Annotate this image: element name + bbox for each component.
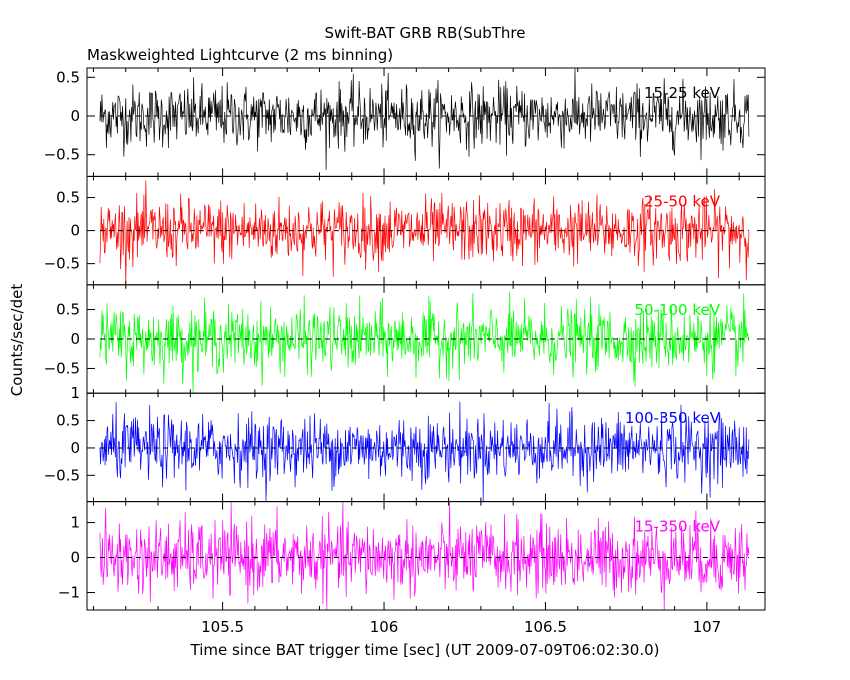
y-axis-label: Counts/sec/det [8, 284, 26, 397]
y-tick-label: 0.5 [56, 68, 80, 86]
y-tick-label: 0 [70, 439, 80, 457]
x-tick-label: 106 [370, 618, 399, 636]
y-tick-label: 0.5 [56, 189, 80, 207]
series-trace-2 [99, 180, 750, 285]
x-tick-label: 105.5 [201, 618, 244, 636]
band-label-4: 100-350 keV [625, 409, 721, 427]
chart-title: Swift-BAT GRB RB(SubThre [324, 24, 525, 42]
panel-frame-5 [86, 501, 766, 611]
y-tick-label: 1 [70, 514, 80, 532]
y-tick-label: −0.5 [44, 359, 80, 377]
y-tick-label: 0 [70, 549, 80, 567]
band-label-3: 50-100 keV [634, 301, 720, 319]
panel-group: 15-25 keV 0.5 0 −0.5 25-50 keV 0.5 0 −0.5 50-100… [44, 67, 766, 636]
x-axis-label: Time since BAT trigger time [sec] (UT 20… [190, 641, 660, 659]
y-tick-label: −0.5 [44, 255, 80, 273]
band-label-1: 15-25 keV [644, 84, 721, 102]
y-tick-label: 0 [70, 107, 80, 125]
series-trace-1 [99, 68, 750, 170]
series-trace-4 [99, 401, 750, 502]
y-tick-label: −0.5 [44, 146, 80, 164]
chart-subtitle: Maskweighted Lightcurve (2 ms binning) [87, 46, 393, 64]
x-tick-label: 107 [693, 618, 722, 636]
x-tick-label: 106.5 [524, 618, 567, 636]
y-tick-label: 0 [70, 330, 80, 348]
y-tick-label: −1 [58, 584, 80, 602]
y-tick-label: 0.5 [56, 412, 80, 430]
y-tick-label: −0.5 [44, 466, 80, 484]
y-tick-label: 0.5 [56, 301, 80, 319]
y-tick-label: 1 [70, 384, 80, 402]
y-tick-label: 0 [70, 222, 80, 240]
band-label-5: 15-350 keV [634, 518, 720, 536]
band-label-2: 25-50 keV [644, 192, 721, 210]
